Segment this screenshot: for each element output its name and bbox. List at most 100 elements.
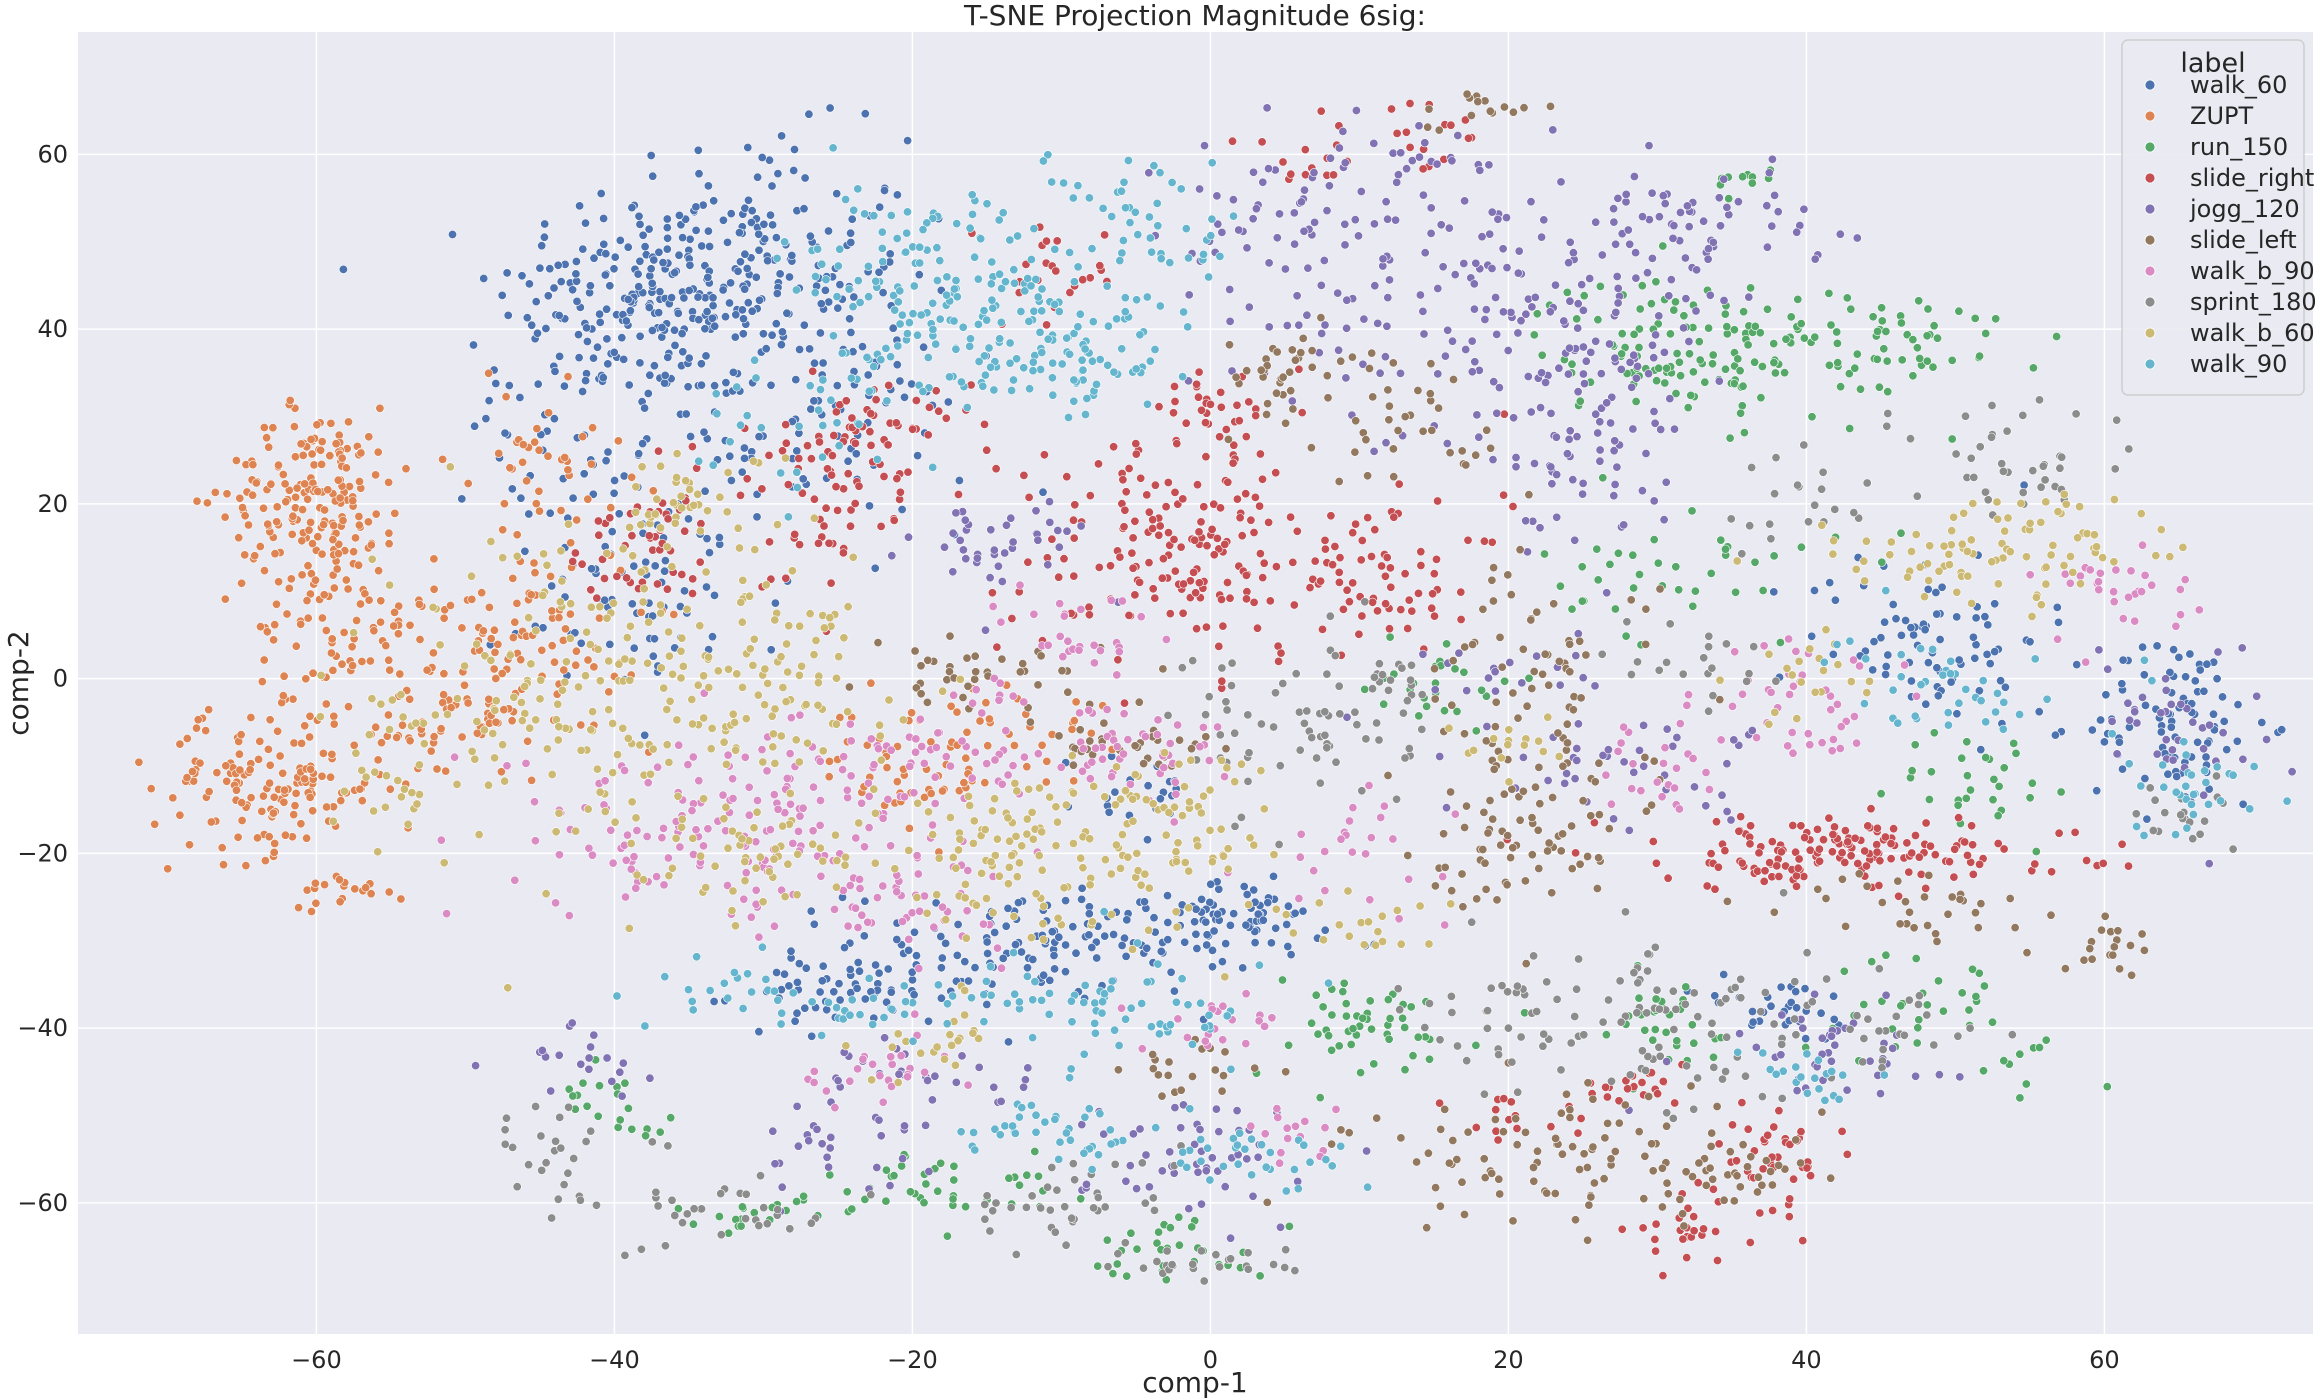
data-point — [1444, 1158, 1454, 1168]
data-point — [572, 296, 582, 306]
data-point — [660, 370, 670, 380]
data-point — [1320, 535, 1330, 545]
data-point — [534, 445, 544, 455]
data-point — [1212, 533, 1222, 543]
data-point — [1457, 869, 1467, 879]
data-point — [954, 475, 964, 485]
data-point — [1381, 599, 1391, 609]
data-point — [892, 777, 902, 787]
data-point — [634, 211, 644, 221]
data-point — [1946, 677, 1956, 687]
data-point — [1434, 403, 1444, 413]
data-point — [1829, 1014, 1839, 1024]
data-point — [853, 922, 863, 932]
data-point — [1124, 463, 1134, 473]
data-point — [1829, 991, 1839, 1001]
data-point — [773, 804, 783, 814]
data-point — [1627, 784, 1637, 794]
data-point — [258, 503, 268, 513]
data-point — [2127, 970, 2137, 980]
data-point — [217, 843, 227, 853]
data-point — [963, 976, 973, 986]
data-point — [921, 1120, 931, 1130]
data-point — [653, 446, 663, 456]
data-point — [1130, 741, 1140, 751]
data-point — [703, 824, 713, 834]
data-point — [2087, 954, 2097, 964]
data-point — [1817, 1107, 1827, 1117]
data-point — [1202, 930, 1212, 940]
data-point — [1495, 632, 1505, 642]
data-point — [1649, 353, 1659, 363]
data-point — [1485, 795, 1495, 805]
data-point — [1404, 874, 1414, 884]
data-point — [570, 548, 580, 558]
data-point — [1865, 1056, 1875, 1066]
data-point — [2287, 767, 2297, 777]
data-point — [1678, 1209, 1688, 1219]
data-point — [1577, 596, 1587, 606]
data-point — [1748, 1017, 1758, 1027]
data-point — [1283, 941, 1293, 951]
data-point — [369, 626, 379, 636]
data-point — [447, 230, 457, 240]
data-point — [1651, 858, 1661, 868]
data-point — [1512, 1140, 1522, 1150]
data-point — [333, 549, 343, 559]
data-point — [1084, 909, 1094, 919]
data-point — [1557, 1149, 1567, 1159]
data-point — [1384, 1034, 1394, 1044]
data-point — [1766, 687, 1776, 697]
data-point — [709, 996, 719, 1006]
data-point — [1629, 767, 1639, 777]
data-point — [567, 1018, 577, 1028]
data-point — [1425, 1054, 1435, 1064]
data-point — [556, 277, 566, 287]
data-point — [494, 448, 504, 458]
data-point — [1215, 730, 1225, 740]
data-point — [374, 566, 384, 576]
data-point — [1086, 728, 1096, 738]
data-point — [1368, 392, 1378, 402]
data-point — [2161, 685, 2171, 695]
data-point — [684, 285, 694, 295]
data-point — [1300, 185, 1310, 195]
data-point — [1573, 299, 1583, 309]
data-point — [882, 763, 892, 773]
data-point — [863, 917, 873, 927]
data-point — [1325, 611, 1335, 621]
data-point — [1435, 751, 1445, 761]
data-point — [1246, 515, 1256, 525]
data-point — [1309, 866, 1319, 876]
data-point — [1324, 181, 1334, 191]
data-point — [1999, 763, 2009, 773]
data-point — [1392, 128, 1402, 138]
data-point — [363, 517, 373, 527]
data-point — [742, 263, 752, 273]
data-point — [1361, 435, 1371, 445]
data-point — [549, 414, 559, 424]
data-point — [904, 945, 914, 955]
data-point — [1445, 448, 1455, 458]
data-point — [1761, 1156, 1771, 1166]
data-point — [302, 596, 312, 606]
data-point — [793, 1141, 803, 1151]
data-point — [884, 380, 894, 390]
data-point — [1635, 569, 1645, 579]
data-point — [1837, 1126, 1847, 1136]
data-point — [987, 588, 997, 598]
data-point — [1036, 1203, 1046, 1213]
data-point — [1201, 732, 1211, 742]
data-point — [1981, 752, 1991, 762]
data-point — [2117, 679, 2127, 689]
data-point — [775, 269, 785, 279]
data-point — [1576, 1114, 1586, 1124]
data-point — [1969, 472, 1979, 482]
data-point — [963, 1080, 973, 1090]
data-point — [1914, 1015, 1924, 1025]
data-point — [571, 660, 581, 670]
data-point — [1405, 99, 1415, 109]
data-point — [1477, 232, 1487, 242]
data-point — [279, 671, 289, 681]
data-point — [1309, 168, 1319, 178]
